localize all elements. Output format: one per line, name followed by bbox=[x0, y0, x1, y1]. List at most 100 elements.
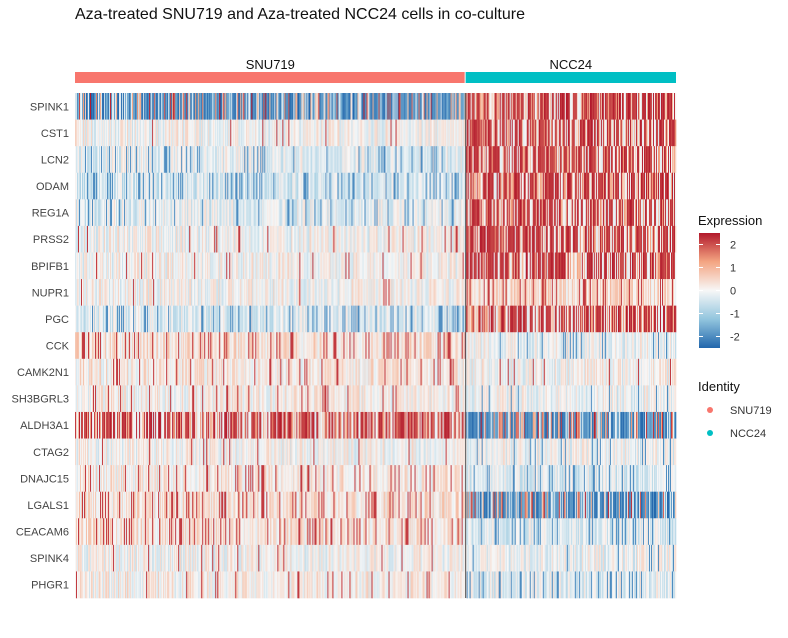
heatmap-cell bbox=[296, 438, 298, 466]
heatmap-cell bbox=[238, 119, 240, 147]
heatmap-cell bbox=[210, 279, 212, 306]
heatmap-cell bbox=[214, 279, 216, 306]
heatmap-cell bbox=[130, 225, 132, 253]
heatmap-cell bbox=[113, 385, 115, 413]
heatmap-cell bbox=[113, 225, 115, 253]
heatmap-cell bbox=[177, 305, 179, 333]
heatmap-cell bbox=[78, 279, 80, 306]
heatmap-cell bbox=[317, 172, 319, 200]
heatmap-cell bbox=[190, 544, 192, 572]
heatmap-cell bbox=[137, 491, 139, 519]
heatmap-cell bbox=[290, 358, 292, 386]
heatmap-cell bbox=[100, 93, 102, 120]
heatmap-cell bbox=[300, 146, 302, 174]
heatmap-cell bbox=[159, 491, 161, 519]
heatmap-cell bbox=[244, 332, 246, 360]
heatmap-cell bbox=[179, 225, 181, 253]
heatmap-cell bbox=[125, 358, 127, 386]
heatmap-cell bbox=[208, 225, 210, 253]
heatmap-cell bbox=[180, 332, 182, 360]
heatmap-cell bbox=[126, 411, 128, 439]
heatmap-cell bbox=[167, 119, 169, 147]
heatmap-cell bbox=[230, 491, 232, 519]
heatmap-cell bbox=[237, 571, 239, 599]
heatmap-cell bbox=[142, 305, 144, 333]
heatmap-cell bbox=[313, 358, 315, 386]
heatmap-cell bbox=[267, 199, 269, 227]
heatmap-cell bbox=[152, 305, 154, 333]
heatmap-cell bbox=[150, 172, 152, 200]
heatmap-cell bbox=[221, 465, 223, 492]
heatmap-cell bbox=[75, 465, 77, 492]
heatmap-cell bbox=[197, 411, 199, 439]
heatmap-cell bbox=[104, 491, 106, 519]
heatmap-cell bbox=[318, 225, 320, 253]
heatmap-cell bbox=[159, 279, 161, 306]
heatmap-cell bbox=[196, 146, 198, 174]
heatmap-cell bbox=[151, 571, 153, 599]
heatmap-cell bbox=[272, 279, 274, 306]
heatmap-cell bbox=[262, 93, 264, 120]
heatmap-cell bbox=[282, 518, 284, 546]
heatmap-cell bbox=[125, 279, 127, 306]
heatmap-cell bbox=[97, 119, 99, 147]
heatmap-cell bbox=[96, 225, 98, 253]
heatmap-cell bbox=[91, 252, 93, 280]
heatmap-cell bbox=[335, 172, 337, 200]
heatmap-cell bbox=[258, 305, 260, 333]
heatmap-cell bbox=[100, 571, 102, 599]
heatmap-cell bbox=[292, 93, 294, 120]
heatmap-cell bbox=[216, 199, 218, 227]
heatmap-cell bbox=[250, 252, 252, 280]
heatmap-cell bbox=[198, 491, 200, 519]
heatmap-cell bbox=[171, 172, 173, 200]
heatmap-cell bbox=[176, 358, 178, 386]
heatmap-cell bbox=[149, 438, 151, 466]
heatmap-cell bbox=[289, 358, 291, 386]
heatmap-cell bbox=[322, 305, 324, 333]
heatmap-cell bbox=[159, 199, 161, 227]
heatmap-cell bbox=[247, 279, 249, 306]
heatmap-cell bbox=[228, 279, 230, 306]
heatmap-cell bbox=[160, 518, 162, 546]
heatmap-cell bbox=[197, 571, 199, 599]
heatmap-cell bbox=[315, 491, 317, 519]
heatmap-cell bbox=[128, 172, 130, 200]
heatmap-cell bbox=[132, 385, 134, 413]
heatmap-cell bbox=[278, 518, 280, 546]
heatmap-cell bbox=[126, 332, 128, 360]
heatmap-cell bbox=[209, 358, 211, 386]
heatmap-cell bbox=[119, 172, 121, 200]
heatmap-cell bbox=[214, 358, 216, 386]
heatmap-cell bbox=[275, 93, 277, 120]
heatmap-cell bbox=[192, 146, 194, 174]
heatmap-cell bbox=[211, 119, 213, 147]
heatmap-cell bbox=[209, 332, 211, 360]
heatmap-cell bbox=[284, 518, 286, 546]
heatmap-cell bbox=[205, 305, 207, 333]
heatmap-cell bbox=[116, 305, 118, 333]
heatmap-cell bbox=[82, 438, 84, 466]
heatmap-cell bbox=[297, 518, 299, 546]
heatmap-cell bbox=[218, 465, 220, 492]
heatmap-cell bbox=[210, 172, 212, 200]
heatmap-cell bbox=[141, 146, 143, 174]
heatmap-cell bbox=[251, 119, 253, 147]
heatmap-cell bbox=[250, 358, 252, 386]
heatmap-cell bbox=[157, 252, 159, 280]
heatmap-cell bbox=[92, 279, 94, 306]
heatmap-cell bbox=[234, 385, 236, 413]
heatmap-cell bbox=[82, 358, 84, 386]
heatmap-cell bbox=[228, 358, 230, 386]
heatmap-cell bbox=[195, 93, 197, 120]
heatmap-cell bbox=[319, 385, 321, 413]
heatmap-cell bbox=[156, 465, 158, 492]
heatmap-cell bbox=[141, 199, 143, 227]
heatmap-cell bbox=[242, 385, 244, 413]
heatmap-cell bbox=[278, 358, 280, 386]
heatmap-cell bbox=[146, 358, 148, 386]
heatmap-cell bbox=[147, 146, 149, 174]
heatmap-cell bbox=[227, 305, 229, 333]
heatmap-cell bbox=[311, 225, 313, 253]
heatmap-cell bbox=[188, 146, 190, 174]
